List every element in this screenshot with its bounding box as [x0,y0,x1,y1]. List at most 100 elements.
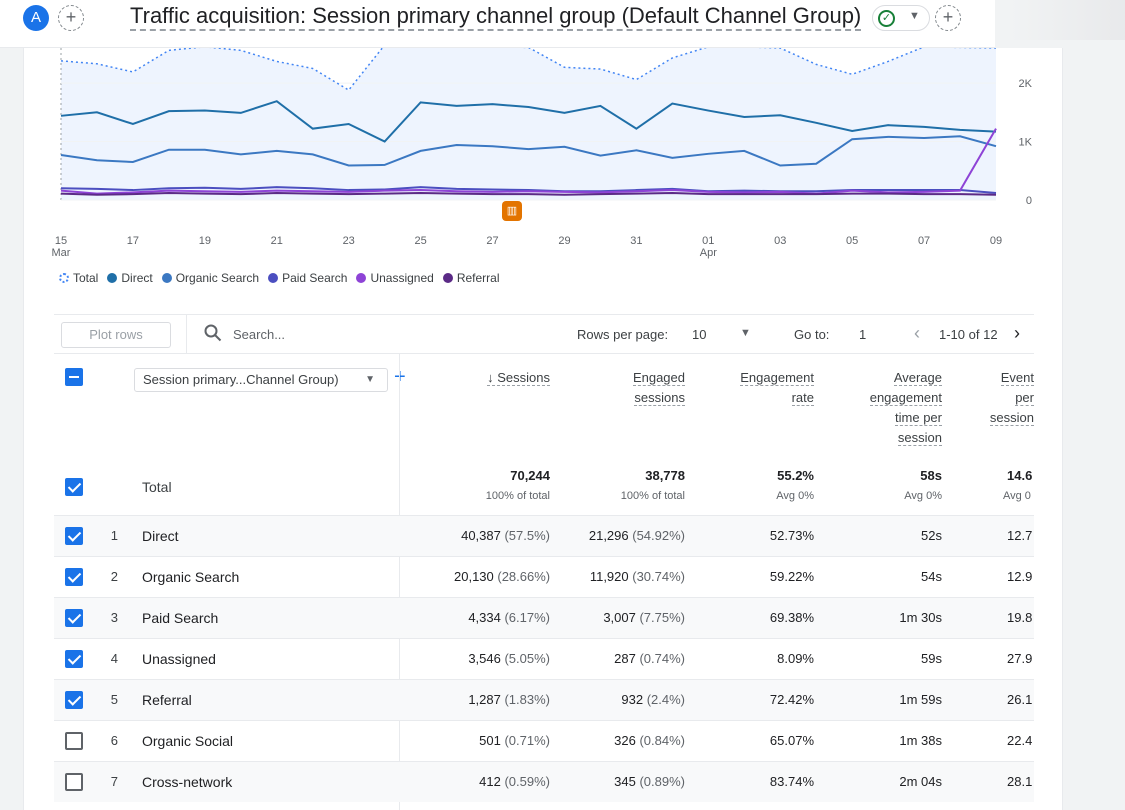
legend-item-direct[interactable]: Direct [107,271,153,285]
table-toolbar: Plot rows Search... Rows per page: 10 ▼ … [54,314,1034,354]
legend-item-total[interactable]: Total [59,271,98,285]
col-engagement-rate[interactable]: Engagement rate [714,368,814,408]
page-title[interactable]: Traffic acquisition: Session primary cha… [130,3,862,31]
legend-item-referral[interactable]: Referral [442,271,500,285]
chevron-left-icon[interactable]: ‹ [914,323,920,343]
cell-sessions: 3,546 (5.05%) [454,651,550,666]
dimension-select[interactable]: Session primary...Channel Group) ▼ [134,368,388,392]
legend-label: Direct [121,271,153,285]
select-all-checkbox[interactable] [65,368,83,386]
col-avg-engagement-time[interactable]: Average engagement time per session [844,368,942,448]
row-channel-name[interactable]: Direct [142,528,179,544]
col-header-line: per [1015,390,1034,406]
report-status-chip[interactable]: ✓ ▼ [872,5,930,31]
table-row[interactable]: 1 Direct 40,387 (57.5%) 21,296 (54.92%) 52.7… [54,515,1034,556]
row-index: 2 [110,569,118,584]
rows-per-page-select[interactable]: 10 [692,327,707,342]
legend-label: Unassigned [370,271,434,285]
x-tick-label: 29 [558,235,570,247]
cell-percent: (28.66%) [493,569,551,584]
col-events-per-session[interactable]: Event per session [989,368,1034,428]
pagination-range: 1-10 of 12 [939,327,998,342]
col-header-line: engagement [869,390,942,406]
x-tick-label: 31 [630,235,642,247]
series-line-paid-search [60,186,997,194]
col-header-line: ↓ Sessions [487,370,550,386]
legend-item-organic-search[interactable]: Organic Search [161,271,260,285]
plot-rows-button[interactable]: Plot rows [61,322,171,348]
total-engaged: 38,778 [645,468,685,483]
cell-engaged-sessions: 345 (0.89%) [574,774,685,789]
legend-item-unassigned[interactable]: Unassigned [356,271,434,285]
cell-value: 52s [921,528,942,543]
add-comparison-icon[interactable]: + [58,5,84,31]
cell-percent: (57.5%) [500,528,550,543]
cell-avg-engagement-time: 54s [844,569,942,584]
cell-events-per-session: 12.7 [989,528,1034,543]
row-checkbox[interactable] [65,650,83,668]
row-checkbox[interactable] [65,527,83,545]
col-sessions[interactable]: ↓ Sessions [454,368,550,388]
report-card: 2K 1K 0 15 Mar 17 19 21 23 25 27 29 31 01 Apr 03 05 07 09 … [23,48,1063,810]
x-tick-label: 21 [271,235,283,247]
table-row[interactable]: 2 Organic Search 20,130 (28.66%) 11,920 (30… [54,556,1034,597]
cell-value: 345 [614,774,636,789]
legend-swatch [356,273,367,283]
row-channel-name[interactable]: Cross-network [142,774,233,790]
row-channel-name[interactable]: Referral [142,692,192,708]
total-rate-sub: Avg 0% [776,490,814,502]
cell-value: 412 [479,774,501,789]
row-channel-name[interactable]: Organic Search [142,569,240,585]
row-checkbox[interactable] [65,773,83,791]
series-line-referral [60,191,997,196]
total-row-checkbox[interactable] [65,478,83,496]
cell-value: 59.22% [769,569,814,584]
cell-value: 52.73% [769,528,814,543]
row-checkbox[interactable] [65,691,83,709]
add-report-icon[interactable]: + [935,5,961,31]
row-checkbox[interactable] [65,568,83,586]
search-input[interactable]: Search... [233,327,286,342]
table-row[interactable]: 4 Unassigned 3,546 (5.05%) 287 (0.74%) 8.09%… [54,638,1034,679]
annotation-marker-icon[interactable]: ▥ [502,201,522,221]
cell-avg-engagement-time: 1m 59s [844,692,942,707]
cell-events-per-session: 12.9 [989,569,1034,584]
legend-item-paid-search[interactable]: Paid Search [268,271,347,285]
x-tick-label: 01 [702,235,714,247]
cell-engagement-rate: 52.73% [714,528,814,543]
row-channel-name[interactable]: Organic Social [142,733,234,749]
chevron-right-icon[interactable]: › [1014,323,1020,343]
row-checkbox[interactable] [65,732,83,750]
cell-percent: (7.75%) [635,610,685,625]
row-index: 6 [110,733,118,748]
header-ghost-controls [1010,0,1125,40]
table-row[interactable]: 6 Organic Social 501 (0.71%) 326 (0.84%) 65.… [54,720,1034,761]
search-icon [204,324,222,342]
table-row[interactable]: 5 Referral 1,287 (1.83%) 932 (2.4%) 72.42% 1m… [54,679,1034,720]
account-avatar[interactable]: A [23,5,49,31]
total-time: 58s [920,468,942,483]
legend-label: Paid Search [282,271,348,285]
col-engaged-sessions[interactable]: Engaged sessions [574,368,685,408]
legend-label: Organic Search [175,271,260,285]
goto-page-input[interactable]: 1 [859,327,867,342]
row-index: 1 [110,528,118,543]
row-index: 3 [110,610,118,625]
cell-sessions: 20,130 (28.66%) [454,569,550,584]
row-channel-name[interactable]: Paid Search [142,610,219,626]
legend-swatch [107,273,118,283]
table-row[interactable]: 3 Paid Search 4,334 (6.17%) 3,007 (7.75%) 69… [54,597,1034,638]
cell-events-per-session: 28.1 [989,774,1034,789]
cell-percent: (1.83%) [500,692,550,707]
total-sessions: 70,244 [510,468,550,483]
row-channel-name[interactable]: Unassigned [142,651,216,667]
total-time-sub: Avg 0% [904,490,942,502]
row-checkbox[interactable] [65,609,83,627]
cell-value: 501 [479,733,501,748]
cell-value: 3,546 [468,651,501,666]
cell-value: 72.42% [769,692,814,707]
table-row[interactable]: 7 Cross-network 412 (0.59%) 345 (0.89%) 83.7… [54,761,1034,802]
chevron-down-icon[interactable]: ▼ [740,327,751,339]
toolbar-divider [186,315,187,353]
